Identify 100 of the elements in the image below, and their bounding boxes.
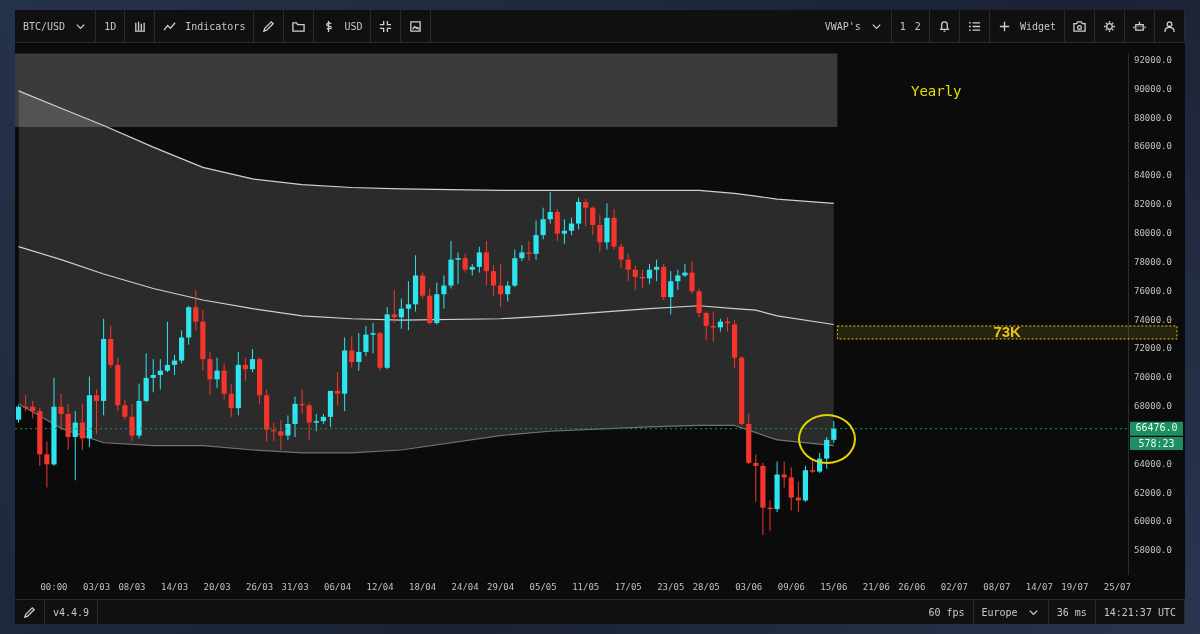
candlestick [753, 453, 759, 503]
candlestick [675, 269, 681, 291]
candlestick [597, 214, 603, 253]
candlestick [72, 410, 78, 481]
candlestick [129, 403, 135, 442]
candlestick [370, 322, 376, 354]
x-tick-label: 17/05 [614, 581, 642, 592]
y-tick-label: 86000.0 [1134, 141, 1172, 152]
x-tick-label: 08/07 [983, 581, 1011, 592]
y-tick-label: 58000.0 [1134, 545, 1172, 556]
candlestick [334, 371, 341, 406]
candlestick [689, 260, 695, 295]
candlestick [696, 287, 702, 318]
text: 1D [104, 20, 117, 32]
x-tick-label: 20/03 [203, 581, 231, 592]
y-tick-label: 92000.0 [1134, 54, 1172, 65]
x-tick-label: 26/03 [246, 581, 274, 592]
candlestick [632, 264, 638, 291]
candlestick [65, 403, 71, 451]
x-tick-label: 05/05 [529, 581, 557, 592]
x-tick-label: 03/06 [735, 581, 763, 592]
candlestick [150, 358, 156, 393]
candlestick [788, 466, 794, 512]
y-tick-label: 68000.0 [1134, 401, 1172, 412]
y-tick-label: 82000.0 [1134, 199, 1172, 210]
text: 36 ms [1056, 606, 1087, 618]
text: Europe [981, 606, 1018, 618]
candlestick [526, 240, 532, 262]
text: VWAP's [824, 20, 861, 32]
y-tick-label: 60000.0 [1134, 516, 1172, 527]
candlestick [122, 399, 128, 421]
x-tick-label: 14/03 [160, 581, 189, 592]
candlestick [207, 351, 213, 396]
candlestick [455, 251, 461, 285]
x-tick-label: 31/03 [281, 581, 309, 592]
x-tick-label: 14/07 [1025, 581, 1053, 592]
y-tick-label: 72000.0 [1134, 343, 1172, 354]
x-tick-label: 11/05 [572, 581, 600, 592]
candlestick [490, 264, 497, 297]
candlestick [420, 272, 426, 300]
candlestick [653, 259, 660, 282]
candlestick [703, 311, 709, 341]
x-tick-label: 02/07 [940, 581, 968, 592]
text: BTC/USD [23, 20, 66, 32]
candlestick [590, 205, 596, 236]
candlestick [157, 358, 163, 390]
candlestick [93, 388, 100, 435]
y-tick-label: 76000.0 [1134, 285, 1172, 296]
candlestick [831, 420, 837, 444]
x-tick-label: 28/05 [692, 581, 720, 592]
candlestick [44, 440, 50, 488]
candlestick [349, 335, 355, 369]
x-tick-label: 09/06 [777, 581, 805, 592]
candlestick [554, 208, 560, 242]
y-tick-label: 62000.0 [1134, 487, 1172, 498]
x-tick-label: 03/03 [82, 581, 111, 592]
candlestick [561, 218, 568, 245]
y-tick-label: 84000.0 [1134, 170, 1172, 181]
text: 2 [914, 20, 921, 32]
candlestick [533, 220, 539, 261]
y-tick-label: 90000.0 [1134, 83, 1172, 94]
candlestick [221, 362, 227, 401]
candlestick [242, 357, 248, 382]
candlestick [462, 253, 468, 274]
text: USD [344, 20, 363, 32]
ref-line-label: 66476.0 [1135, 422, 1178, 434]
band-label: 73K [993, 322, 1022, 340]
candlestick [405, 280, 412, 331]
candlestick [363, 325, 369, 357]
text: 1 [899, 20, 906, 32]
x-tick-label: 12/04 [366, 581, 394, 592]
candlestick [583, 198, 589, 227]
candlestick [781, 461, 787, 488]
text: 578:23 [1130, 436, 1183, 450]
candlestick [575, 197, 582, 230]
candlestick [668, 270, 674, 315]
y-tick-label: 74000.0 [1134, 314, 1172, 325]
x-tick-label: 08/03 [118, 581, 146, 592]
x-tick-label: 06/04 [324, 581, 352, 592]
candlestick [618, 243, 624, 269]
candlestick [164, 321, 171, 373]
text: 60 fps [928, 606, 965, 618]
candlestick [483, 240, 490, 287]
x-tick-label: 19/07 [1061, 581, 1089, 592]
x-tick-label: 00:00 [40, 581, 68, 592]
text: 14:21:37 UTC [1103, 606, 1176, 618]
candlestick [285, 414, 291, 441]
x-tick-label: 29/04 [487, 581, 515, 592]
x-tick-label: 15/06 [820, 581, 848, 592]
candlestick [476, 246, 482, 274]
x-tick-label: 21/06 [862, 581, 890, 592]
candlestick [292, 396, 298, 438]
candlestick [519, 244, 525, 262]
annotation: Yearly [910, 83, 962, 100]
candlestick [228, 383, 234, 418]
x-tick-label: 18/04 [409, 581, 437, 592]
x-tick-label: 26/06 [898, 581, 926, 592]
candlestick [356, 332, 362, 372]
text: Indicators [185, 20, 246, 32]
candlestick [278, 419, 284, 451]
